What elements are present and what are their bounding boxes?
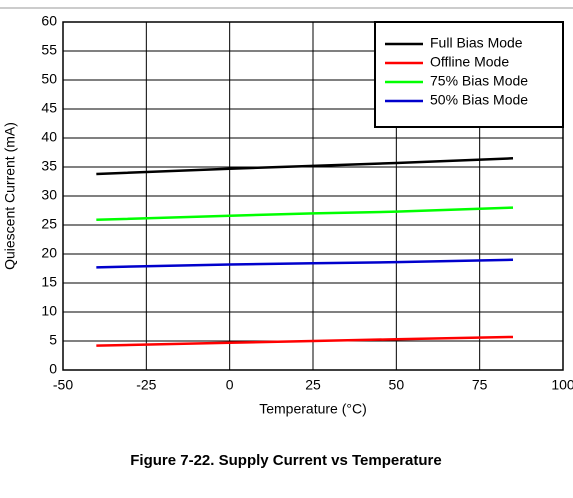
y-tick-label: 15 xyxy=(41,274,57,290)
y-tick-label: 5 xyxy=(49,332,57,348)
chart-title: Figure 7-22. Supply Current vs Temperatu… xyxy=(130,452,441,469)
legend-label: Offline Mode xyxy=(430,54,509,70)
y-tick-label: 10 xyxy=(41,303,57,319)
y-tick-label: 45 xyxy=(41,100,57,116)
y-tick-label: 60 xyxy=(41,13,57,29)
series-line xyxy=(96,206,514,222)
series-line xyxy=(96,258,514,269)
y-tick-label: 50 xyxy=(41,71,57,87)
series-line xyxy=(96,157,514,176)
x-tick-label: 75 xyxy=(472,377,488,393)
series-line xyxy=(96,335,514,347)
y-tick-label: 25 xyxy=(41,216,57,232)
legend-box xyxy=(374,21,564,128)
y-tick-label: 0 xyxy=(49,361,57,377)
legend-label: Full Bias Mode xyxy=(430,35,523,51)
y-tick-label: 30 xyxy=(41,187,57,203)
y-tick-label: 20 xyxy=(41,245,57,261)
legend-label: 75% Bias Mode xyxy=(430,73,528,89)
legend-label: 50% Bias Mode xyxy=(430,92,528,108)
x-tick-label: 50 xyxy=(389,377,405,393)
y-tick-label: 55 xyxy=(41,42,57,58)
x-tick-label: -50 xyxy=(53,377,73,393)
x-axis-label: Temperature (°C) xyxy=(259,401,367,417)
x-tick-label: 0 xyxy=(226,377,234,393)
y-tick-label: 35 xyxy=(41,158,57,174)
y-axis-label: Quiescent Current (mA) xyxy=(2,122,18,270)
x-tick-label: 25 xyxy=(305,377,321,393)
plot-frame xyxy=(62,21,564,371)
x-tick-label: 100 xyxy=(551,377,573,393)
x-tick-label: -25 xyxy=(136,377,156,393)
y-tick-label: 40 xyxy=(41,129,57,145)
